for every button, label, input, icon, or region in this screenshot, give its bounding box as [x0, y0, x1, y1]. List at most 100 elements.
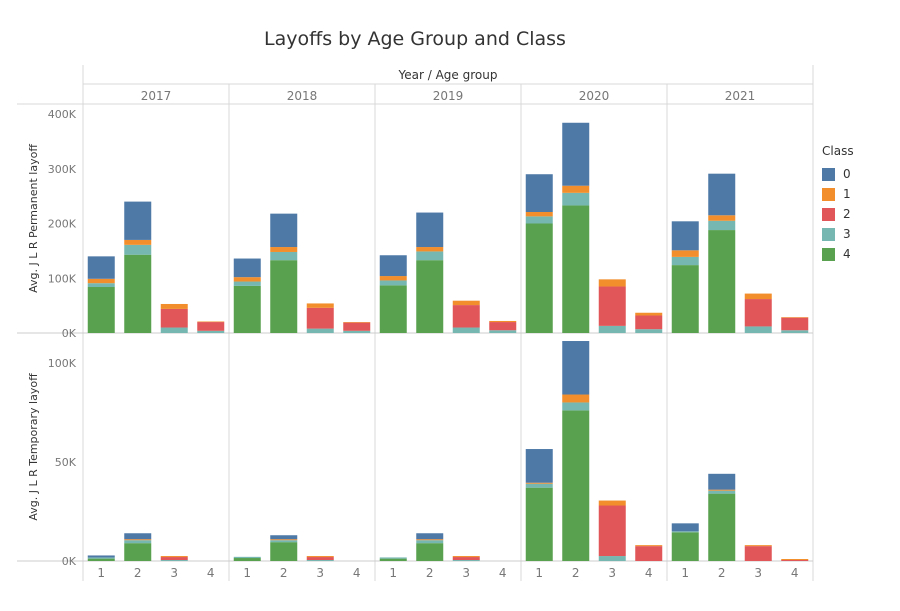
bar-0-2017-age2-class3	[124, 244, 152, 255]
bar-0-2018-age3-class1	[306, 303, 334, 308]
bar-1-2021-age3-class2	[744, 546, 772, 561]
bar-1-2020-age1-class4	[525, 487, 553, 561]
bar-0-2019-age4-class3	[489, 330, 517, 333]
bar-1-2021-age2-class0	[708, 473, 736, 490]
bar-0-2020-age1-class1	[525, 212, 553, 217]
bar-1-2018-age2-class0	[270, 535, 298, 540]
bar-1-2021-age1-class0	[671, 523, 699, 532]
bar-1-2020-age3-class2	[598, 505, 626, 557]
bar-0-2020-age4-class3	[635, 329, 663, 333]
x-tick-2017-2: 2	[134, 566, 142, 580]
bar-1-2021-age2-class4	[708, 493, 736, 561]
bar-0-2019-age3-class2	[452, 305, 480, 328]
bar-1-2017-age2-class0	[124, 533, 152, 540]
bar-0-2019-age3-class3	[452, 327, 480, 333]
x-tick-2020-2: 2	[572, 566, 580, 580]
x-tick-2020-1: 1	[535, 566, 543, 580]
bar-1-2020-age2-class0	[562, 341, 590, 395]
bar-0-2020-age2-class4	[562, 205, 590, 333]
legend-label-3: 3	[843, 227, 851, 241]
x-tick-2020-4: 4	[645, 566, 653, 580]
year-header-2017: 2017	[141, 89, 172, 103]
bar-0-2019-age1-class1	[379, 276, 407, 281]
bar-0-2018-age2-class0	[270, 213, 298, 248]
x-tick-2019-3: 3	[462, 566, 470, 580]
bar-0-2017-age2-class0	[124, 201, 152, 240]
bar-1-2020-age2-class4	[562, 410, 590, 561]
legend-item-3[interactable]: 3	[822, 224, 854, 244]
bar-0-2019-age2-class3	[416, 251, 444, 261]
bar-0-2021-age4-class3	[781, 330, 809, 333]
bar-1-2020-age2-class1	[562, 394, 590, 403]
x-tick-2021-2: 2	[718, 566, 726, 580]
legend-item-4[interactable]: 4	[822, 244, 854, 264]
bar-1-2017-age2-class4	[124, 543, 152, 561]
bar-1-2018-age2-class1	[270, 539, 298, 541]
bar-1-2019-age3-class3	[452, 560, 480, 561]
bar-1-2020-age3-class1	[598, 500, 626, 506]
bar-1-2018-age3-class2	[306, 557, 334, 561]
x-tick-2018-3: 3	[316, 566, 324, 580]
bar-0-2019-age2-class4	[416, 260, 444, 333]
chart-title: Layoffs by Age Group and Class	[264, 28, 566, 50]
legend-item-2[interactable]: 2	[822, 204, 854, 224]
y-axis-title-1: Avg. J L R Temporary layoff	[27, 373, 40, 521]
bar-0-2020-age3-class2	[598, 286, 626, 326]
bar-0-2020-age2-class1	[562, 185, 590, 193]
y-tick-label-0-4: 400K	[48, 108, 77, 121]
bar-1-2017-age3-class2	[160, 557, 188, 561]
y-tick-label-1-1: 50K	[55, 456, 77, 469]
bar-0-2018-age3-class2	[306, 307, 334, 329]
x-tick-2019-1: 1	[389, 566, 397, 580]
bar-0-2018-age1-class3	[233, 281, 261, 286]
legend-swatch-3	[822, 227, 835, 241]
bar-0-2021-age2-class0	[708, 173, 736, 216]
bar-0-2018-age3-class3	[306, 328, 334, 333]
bar-1-2017-age1-class3	[87, 557, 115, 559]
bar-0-2018-age2-class4	[270, 260, 298, 333]
bar-0-2018-age4-class2	[343, 322, 371, 331]
bar-0-2021-age2-class3	[708, 220, 736, 231]
bar-1-2018-age1-class3	[233, 556, 261, 559]
x-tick-2017-4: 4	[207, 566, 215, 580]
bar-1-2019-age2-class3	[416, 540, 444, 544]
y-axis-title-0: Avg. J L R Permanent layoff	[27, 144, 40, 293]
bar-0-2021-age3-class2	[744, 299, 772, 327]
bar-1-2018-age1-class4	[233, 558, 261, 561]
legend-item-1[interactable]: 1	[822, 184, 854, 204]
x-tick-2017-1: 1	[97, 566, 105, 580]
bar-0-2021-age2-class4	[708, 230, 736, 333]
bar-0-2020-age3-class1	[598, 279, 626, 287]
bar-0-2021-age1-class1	[671, 250, 699, 257]
y-tick-label-0-2: 200K	[48, 218, 77, 231]
column-header: Year / Age group	[398, 68, 498, 82]
bar-0-2019-age2-class0	[416, 212, 444, 248]
bar-1-2019-age2-class0	[416, 533, 444, 540]
bar-1-2017-age3-class3	[160, 560, 188, 561]
bar-1-2018-age2-class3	[270, 540, 298, 543]
legend-title: Class	[822, 144, 854, 158]
bar-1-2021-age2-class3	[708, 490, 736, 494]
bar-0-2021-age4-class1	[781, 317, 809, 318]
bar-1-2021-age1-class3	[671, 531, 699, 533]
legend-item-0[interactable]: 0	[822, 164, 854, 184]
legend-swatch-2	[822, 207, 835, 221]
bar-0-2018-age1-class4	[233, 285, 261, 333]
bar-0-2018-age1-class0	[233, 258, 261, 278]
bar-0-2020-age2-class0	[562, 122, 590, 186]
bar-1-2018-age3-class1	[306, 556, 334, 558]
bar-0-2019-age1-class4	[379, 285, 407, 333]
bar-1-2021-age3-class1	[744, 545, 772, 547]
bar-0-2017-age4-class3	[197, 330, 225, 333]
bar-0-2017-age1-class3	[87, 283, 115, 288]
bar-0-2021-age3-class1	[744, 293, 772, 300]
bar-0-2018-age1-class1	[233, 277, 261, 282]
bar-0-2017-age2-class4	[124, 254, 152, 333]
x-tick-2021-1: 1	[681, 566, 689, 580]
legend-swatch-1	[822, 187, 835, 201]
bar-0-2017-age4-class2	[197, 322, 225, 331]
x-tick-2021-4: 4	[791, 566, 799, 580]
year-header-2021: 2021	[725, 89, 756, 103]
y-tick-label-0-1: 100K	[48, 272, 77, 285]
